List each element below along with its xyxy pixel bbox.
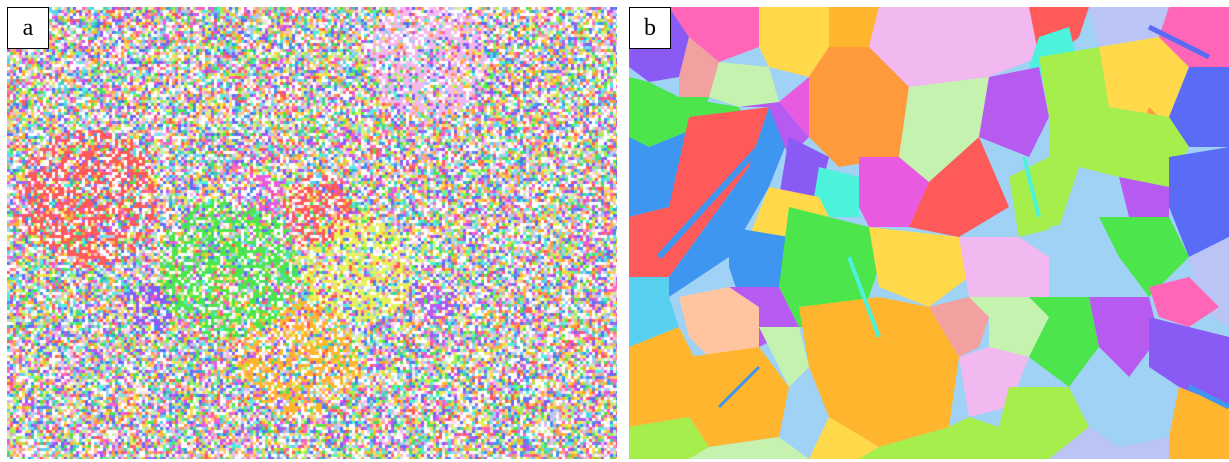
grain: [779, 77, 809, 137]
grain: [1049, 427, 1169, 459]
grain: [829, 7, 879, 47]
grain: [679, 287, 759, 357]
grain: [679, 37, 719, 97]
grain: [629, 327, 699, 427]
grain: [629, 277, 679, 347]
grain: [1099, 37, 1189, 117]
grain: [1149, 317, 1229, 407]
grain: [779, 207, 879, 327]
grain: [669, 107, 789, 297]
grain: [1099, 217, 1189, 297]
noisy-orientation-map-image: [7, 7, 617, 459]
grain: [759, 7, 829, 77]
twin-band: [717, 365, 761, 409]
grain: [729, 227, 789, 297]
grain: [909, 137, 1009, 237]
grain: [859, 157, 929, 227]
panel-b-label: b: [629, 7, 671, 49]
panel-a-noisy-map: a: [7, 7, 617, 459]
grain: [969, 297, 1049, 357]
grain: [669, 7, 769, 62]
grain: [1159, 7, 1229, 67]
grain: [1079, 107, 1189, 187]
grain: [959, 237, 1049, 297]
grain: [809, 417, 879, 459]
grain: [689, 347, 789, 447]
grain: [999, 387, 1089, 459]
grain: [1009, 157, 1079, 237]
twin-band: [1147, 24, 1211, 60]
grain: [859, 417, 1009, 459]
grain: [869, 227, 969, 307]
grain: [1039, 47, 1109, 167]
grain: [629, 127, 699, 217]
grain: [1119, 177, 1169, 217]
twin-band: [656, 139, 767, 260]
grain: [799, 297, 959, 447]
twin-band: [1187, 384, 1229, 410]
grain: [629, 417, 709, 459]
grain: [1089, 7, 1169, 47]
panel-a-label: a: [7, 7, 49, 49]
grain: [809, 47, 839, 77]
grain: [1069, 347, 1179, 447]
grain: [1089, 297, 1159, 377]
grain: [1029, 297, 1099, 387]
grain: [979, 67, 1049, 157]
grain: [814, 167, 859, 217]
grain: [759, 327, 809, 387]
grain: [689, 437, 809, 459]
grain: [809, 47, 909, 167]
grain: [869, 7, 1039, 87]
grain-orientation-map-image: [629, 7, 1229, 459]
grain: [899, 77, 989, 182]
grain: [629, 107, 769, 277]
grain: [1169, 387, 1229, 459]
grain: [1049, 217, 1119, 297]
grain: [1149, 277, 1219, 327]
grain: [1169, 67, 1229, 147]
grain: [1169, 147, 1229, 257]
panel-b-grain-map: b: [629, 7, 1229, 459]
grain: [929, 297, 989, 357]
grain: [709, 62, 779, 107]
twin-band: [847, 256, 881, 338]
twin-band: [1022, 156, 1041, 218]
